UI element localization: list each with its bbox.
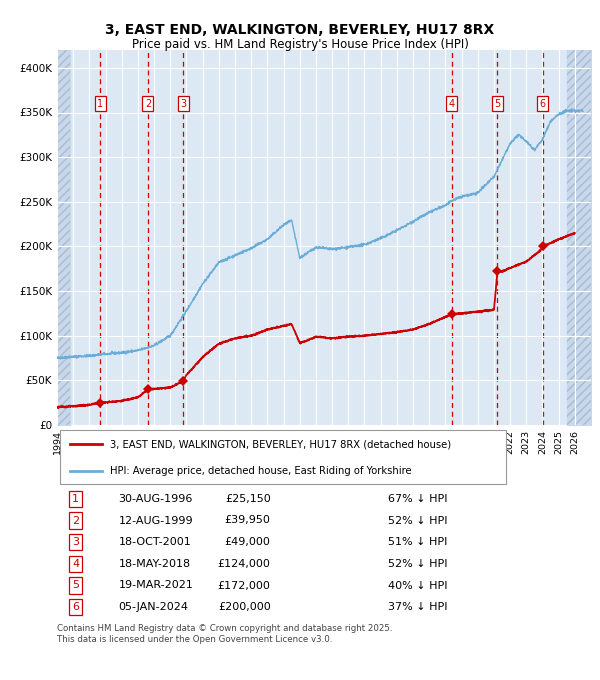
Text: 05-JAN-2024: 05-JAN-2024: [118, 602, 188, 612]
Text: 2: 2: [72, 515, 79, 526]
Text: 12-AUG-1999: 12-AUG-1999: [118, 515, 193, 526]
Text: 1: 1: [72, 494, 79, 504]
Text: 3: 3: [72, 537, 79, 547]
Text: 18-OCT-2001: 18-OCT-2001: [118, 537, 191, 547]
Text: 30-AUG-1996: 30-AUG-1996: [118, 494, 193, 504]
Text: 51% ↓ HPI: 51% ↓ HPI: [388, 537, 448, 547]
Text: £124,000: £124,000: [218, 559, 271, 569]
Text: 52% ↓ HPI: 52% ↓ HPI: [388, 515, 448, 526]
Text: 37% ↓ HPI: 37% ↓ HPI: [388, 602, 448, 612]
Bar: [57, 50, 70, 425]
Text: 40% ↓ HPI: 40% ↓ HPI: [388, 581, 448, 590]
Text: HPI: Average price, detached house, East Riding of Yorkshire: HPI: Average price, detached house, East…: [110, 466, 412, 476]
Text: 2: 2: [145, 99, 151, 109]
Text: 52% ↓ HPI: 52% ↓ HPI: [388, 559, 448, 569]
Text: £172,000: £172,000: [218, 581, 271, 590]
Text: 18-MAY-2018: 18-MAY-2018: [118, 559, 191, 569]
FancyBboxPatch shape: [59, 430, 506, 483]
Text: 4: 4: [72, 559, 79, 569]
Text: 5: 5: [72, 581, 79, 590]
Text: 4: 4: [448, 99, 455, 109]
Text: 6: 6: [72, 602, 79, 612]
Bar: [567, 50, 591, 425]
Text: Price paid vs. HM Land Registry's House Price Index (HPI): Price paid vs. HM Land Registry's House …: [131, 38, 469, 51]
Text: £49,000: £49,000: [225, 537, 271, 547]
Text: 19-MAR-2021: 19-MAR-2021: [118, 581, 193, 590]
Text: 5: 5: [494, 99, 500, 109]
Text: £200,000: £200,000: [218, 602, 271, 612]
Text: £25,150: £25,150: [225, 494, 271, 504]
Text: Contains HM Land Registry data © Crown copyright and database right 2025.
This d: Contains HM Land Registry data © Crown c…: [57, 624, 392, 644]
Text: 67% ↓ HPI: 67% ↓ HPI: [388, 494, 448, 504]
Text: 1: 1: [97, 99, 103, 109]
Text: 3: 3: [180, 99, 186, 109]
Text: 3, EAST END, WALKINGTON, BEVERLEY, HU17 8RX (detached house): 3, EAST END, WALKINGTON, BEVERLEY, HU17 …: [110, 439, 452, 449]
Text: £39,950: £39,950: [225, 515, 271, 526]
Text: 6: 6: [539, 99, 546, 109]
Text: 3, EAST END, WALKINGTON, BEVERLEY, HU17 8RX: 3, EAST END, WALKINGTON, BEVERLEY, HU17 …: [106, 23, 494, 37]
